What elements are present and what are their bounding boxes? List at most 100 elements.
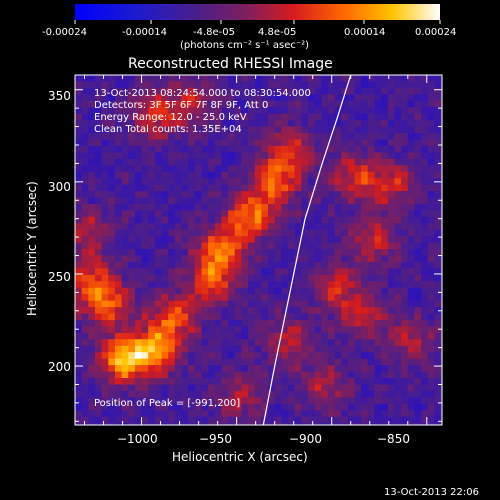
- heatmap-pixel: [148, 358, 156, 366]
- heatmap-pixel: [95, 113, 103, 121]
- heatmap-pixel: [301, 133, 309, 141]
- heatmap-pixel: [387, 133, 396, 141]
- heatmap-pixel: [88, 75, 96, 83]
- heatmap-pixel: [75, 320, 76, 328]
- heatmap-pixel: [188, 216, 196, 224]
- heatmap-pixel: [174, 371, 183, 379]
- heatmap-pixel: [414, 313, 422, 321]
- heatmap-pixel: [327, 365, 336, 373]
- heatmap-pixel: [327, 126, 336, 134]
- heatmap-pixel: [254, 158, 262, 166]
- heatmap-pixel: [401, 145, 409, 153]
- heatmap-pixel: [121, 339, 129, 347]
- heatmap-pixel: [281, 171, 289, 179]
- heatmap-pixel: [407, 384, 416, 392]
- heatmap-pixel: [148, 100, 156, 108]
- heatmap-pixel: [121, 384, 129, 392]
- heatmap-pixel: [114, 255, 123, 263]
- heatmap-pixel: [274, 139, 282, 147]
- heatmap-pixel: [381, 191, 389, 199]
- heatmap-pixel: [181, 378, 189, 386]
- heatmap-pixel: [174, 423, 183, 425]
- heatmap-pixel: [281, 378, 289, 386]
- heatmap-pixel: [95, 158, 103, 166]
- heatmap-pixel: [234, 384, 242, 392]
- heatmap-pixel: [114, 416, 123, 424]
- heatmap-pixel: [214, 287, 223, 295]
- heatmap-pixel: [101, 94, 109, 102]
- heatmap-pixel: [401, 133, 409, 141]
- heatmap-pixel: [221, 210, 229, 218]
- heatmap-pixel: [88, 390, 96, 398]
- heatmap-pixel: [407, 274, 416, 282]
- heatmap-pixel: [248, 384, 256, 392]
- heatmap-pixel: [274, 262, 282, 270]
- heatmap-pixel: [381, 365, 389, 373]
- heatmap-pixel: [288, 371, 296, 379]
- heatmap-pixel: [75, 352, 76, 360]
- heatmap-pixel: [281, 332, 289, 340]
- heatmap-pixel: [75, 403, 83, 411]
- heatmap-pixel: [101, 171, 109, 179]
- heatmap-pixel: [101, 249, 109, 257]
- heatmap-pixel: [268, 94, 276, 102]
- heatmap-pixel: [181, 294, 189, 302]
- heatmap-pixel: [294, 320, 302, 328]
- heatmap-pixel: [134, 165, 143, 173]
- heatmap-pixel: [81, 332, 89, 340]
- heatmap-pixel: [274, 158, 282, 166]
- heatmap-pixel: [288, 94, 296, 102]
- heatmap-pixel: [414, 107, 422, 115]
- heatmap-pixel: [221, 300, 229, 308]
- heatmap-pixel: [101, 352, 109, 360]
- heatmap-pixel: [381, 397, 389, 405]
- heatmap-pixel: [194, 126, 203, 134]
- heatmap-pixel: [81, 320, 89, 328]
- heatmap-pixel: [427, 365, 435, 373]
- heatmap-pixel: [101, 339, 109, 347]
- heatmap-pixel: [288, 178, 296, 186]
- heatmap-pixel: [194, 262, 203, 270]
- heatmap-pixel: [201, 313, 209, 321]
- heatmap-pixel: [401, 94, 409, 102]
- heatmap-pixel: [101, 113, 109, 121]
- heatmap-pixel: [281, 242, 289, 250]
- heatmap-pixel: [214, 75, 223, 83]
- heatmap-pixel: [88, 410, 96, 418]
- heatmap-pixel: [194, 307, 203, 315]
- heatmap-pixel: [314, 249, 322, 257]
- heatmap-pixel: [114, 294, 123, 302]
- heatmap-pixel: [381, 345, 389, 353]
- heatmap-pixel: [387, 287, 396, 295]
- heatmap-pixel: [188, 113, 196, 121]
- heatmap-pixel: [101, 262, 109, 270]
- heatmap-pixel: [347, 352, 356, 360]
- heatmap-pixel: [261, 145, 269, 153]
- heatmap-pixel: [228, 87, 236, 95]
- heatmap-pixel: [268, 403, 276, 411]
- heatmap-pixel: [354, 152, 362, 160]
- heatmap-pixel: [134, 120, 143, 128]
- heatmap-pixel: [88, 171, 96, 179]
- heatmap-pixel: [448, 359, 455, 366]
- plot-area: [75, 75, 455, 425]
- heatmap-pixel: [434, 339, 442, 347]
- heatmap-pixel: [88, 345, 96, 353]
- heatmap-pixel: [394, 113, 402, 121]
- heatmap-pixel: [354, 294, 362, 302]
- heatmap-pixel: [141, 197, 149, 205]
- heatmap-pixel: [288, 390, 296, 398]
- heatmap-pixel: [101, 274, 109, 282]
- heatmap-pixel: [121, 107, 129, 115]
- heatmap-pixel: [188, 165, 196, 173]
- heatmap-pixel: [374, 171, 382, 179]
- heatmap-pixel: [414, 390, 422, 398]
- heatmap-pixel: [274, 249, 282, 257]
- heatmap-pixel: [367, 320, 376, 328]
- heatmap-pixel: [261, 184, 269, 192]
- heatmap-pixel: [121, 416, 129, 424]
- heatmap-pixel: [341, 320, 349, 328]
- heatmap-pixel: [228, 197, 236, 205]
- heatmap-pixel: [181, 223, 189, 231]
